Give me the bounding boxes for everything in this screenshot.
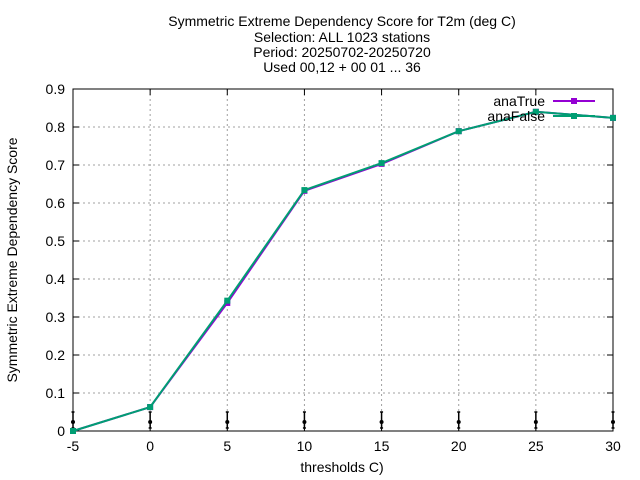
y-tick-label: 0.3 <box>46 309 66 325</box>
data-point-anaFalse <box>532 108 539 115</box>
y-tick-label: 0.8 <box>46 119 66 135</box>
data-point-anaFalse <box>70 428 76 434</box>
y-tick-label: 0.4 <box>46 271 66 287</box>
axis-ticks: -5 0 5 10 15 20 25 3000.10.20.30.40.50.60.70.80… <box>46 81 621 454</box>
x-tick-label: 20 <box>451 438 467 454</box>
title-line-4: Used 00,12 + 00 01 ... 36 <box>263 59 421 75</box>
x-tick-label: -5 <box>67 438 80 454</box>
x-tick-label: 5 <box>223 438 231 454</box>
legend-label-anaTrue: anaTrue <box>493 93 545 109</box>
x-tick-label: 0 <box>146 438 154 454</box>
legend-marker-anaTrue <box>571 98 577 104</box>
y-axis-label: Symmetric Extreme Dependency Score <box>4 137 20 382</box>
legend-marker-anaFalse <box>571 113 577 119</box>
title-line-3: Period: 20250702-20250720 <box>253 44 431 60</box>
x-tick-label: 10 <box>297 438 313 454</box>
threshold-marker-dot <box>148 420 153 424</box>
threshold-marker-dot <box>379 420 384 424</box>
series-line-anaTrue <box>72 110 614 432</box>
x-tick-label: 15 <box>374 438 390 454</box>
threshold-marker-dot <box>225 420 230 424</box>
data-point-anaFalse <box>610 114 616 121</box>
legend-label-anaFalse: anaFalse <box>487 108 545 124</box>
threshold-marker-dot <box>533 420 538 424</box>
y-tick-label: 0 <box>57 423 65 439</box>
threshold-marker-dot <box>611 420 615 424</box>
y-tick-label: 0.7 <box>46 157 66 173</box>
x-tick-label: 25 <box>528 438 544 454</box>
chart-title: Symmetric Extreme Dependency Score for T… <box>168 13 516 75</box>
data-point-anaFalse <box>147 404 154 411</box>
data-point-anaFalse <box>378 160 385 167</box>
threshold-marker-dot <box>456 420 461 424</box>
series-line-anaFalse <box>72 110 614 432</box>
grid <box>73 89 613 431</box>
threshold-markers <box>71 411 615 429</box>
plot-frame <box>72 88 614 432</box>
series-lines <box>70 108 616 434</box>
data-point-anaFalse <box>224 297 231 304</box>
title-line-1: Symmetric Extreme Dependency Score for T… <box>168 13 516 29</box>
y-tick-label: 0.2 <box>46 347 66 363</box>
y-tick-label: 0.6 <box>46 195 66 211</box>
x-axis-label: thresholds C) <box>300 459 383 475</box>
data-point-anaFalse <box>301 187 308 194</box>
title-line-2: Selection: ALL 1023 stations <box>254 29 430 45</box>
y-tick-label: 0.5 <box>46 233 66 249</box>
y-tick-label: 0.9 <box>46 81 66 97</box>
threshold-marker-dot <box>302 420 307 424</box>
threshold-marker-dot <box>71 420 75 424</box>
x-tick-label: 30 <box>605 438 621 454</box>
data-point-anaFalse <box>455 128 462 135</box>
y-tick-label: 0.1 <box>46 385 66 401</box>
